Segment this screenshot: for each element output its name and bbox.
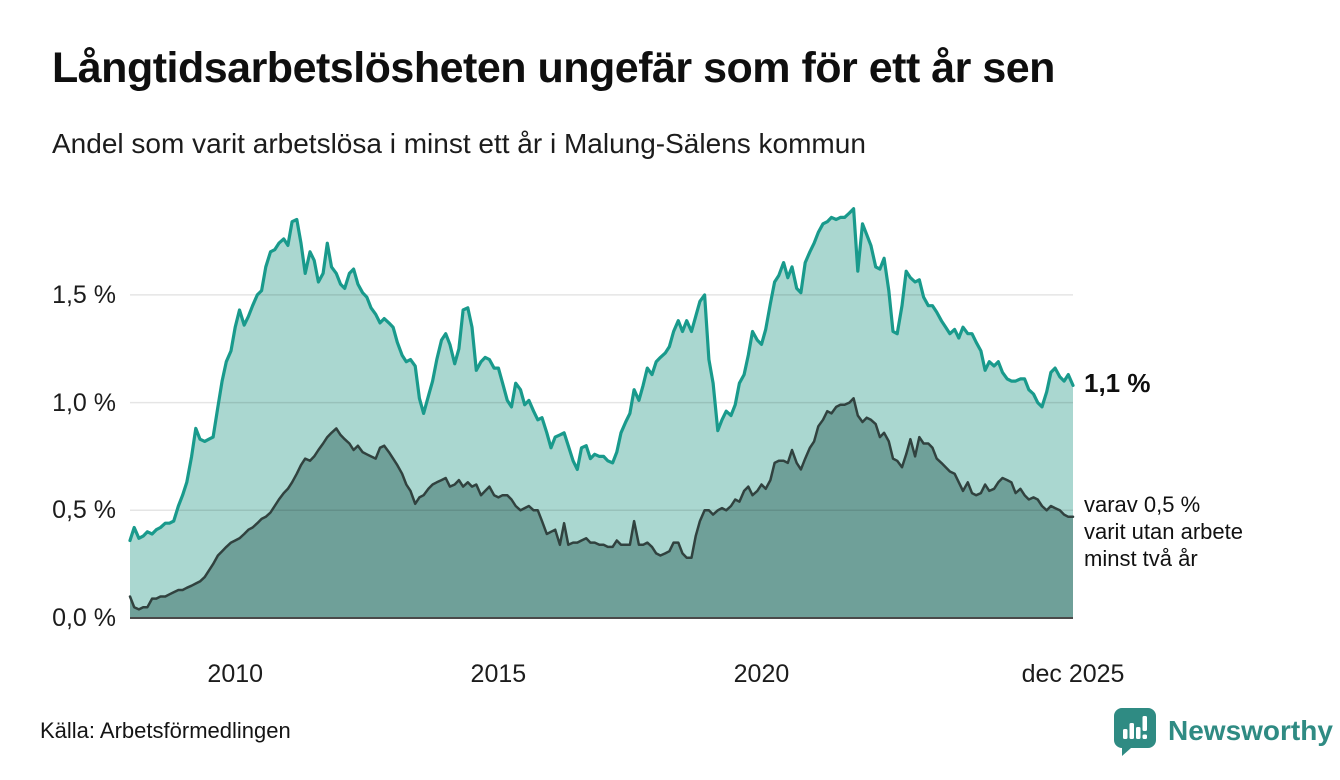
x-tick-label: 2015	[470, 660, 527, 688]
y-tick-label: 1,0 %	[52, 388, 116, 417]
series2-line	[128, 397, 1075, 611]
x-tick-label: 2010	[207, 660, 264, 688]
newsworthy-bubble-chart-icon	[1112, 706, 1158, 756]
x-tick-label: dec 2025	[1021, 660, 1125, 688]
series2-area-fill	[130, 398, 1073, 618]
series1-end-value-label: 1,1 %	[1084, 368, 1151, 399]
page-subtitle: Andel som varit arbetslösa i minst ett å…	[52, 128, 866, 159]
series1-line	[128, 207, 1075, 543]
y-tick-label: 1,5 %	[52, 280, 116, 309]
source-credit: Källa: Arbetsförmedlingen	[40, 718, 291, 743]
series2-end-note-label: varav 0,5 % varit utan arbete minst två …	[1084, 491, 1243, 571]
y-tick-label: 0,5 %	[52, 496, 116, 525]
x-tick-label: 2020	[733, 660, 790, 688]
y-tick-label: 0,0 %	[52, 604, 116, 632]
newsworthy-logo: Newsworthy	[1112, 706, 1333, 756]
page-title: Långtidsarbetslösheten ungefär som för e…	[52, 44, 1055, 92]
newsworthy-wordmark: Newsworthy	[1168, 715, 1333, 746]
